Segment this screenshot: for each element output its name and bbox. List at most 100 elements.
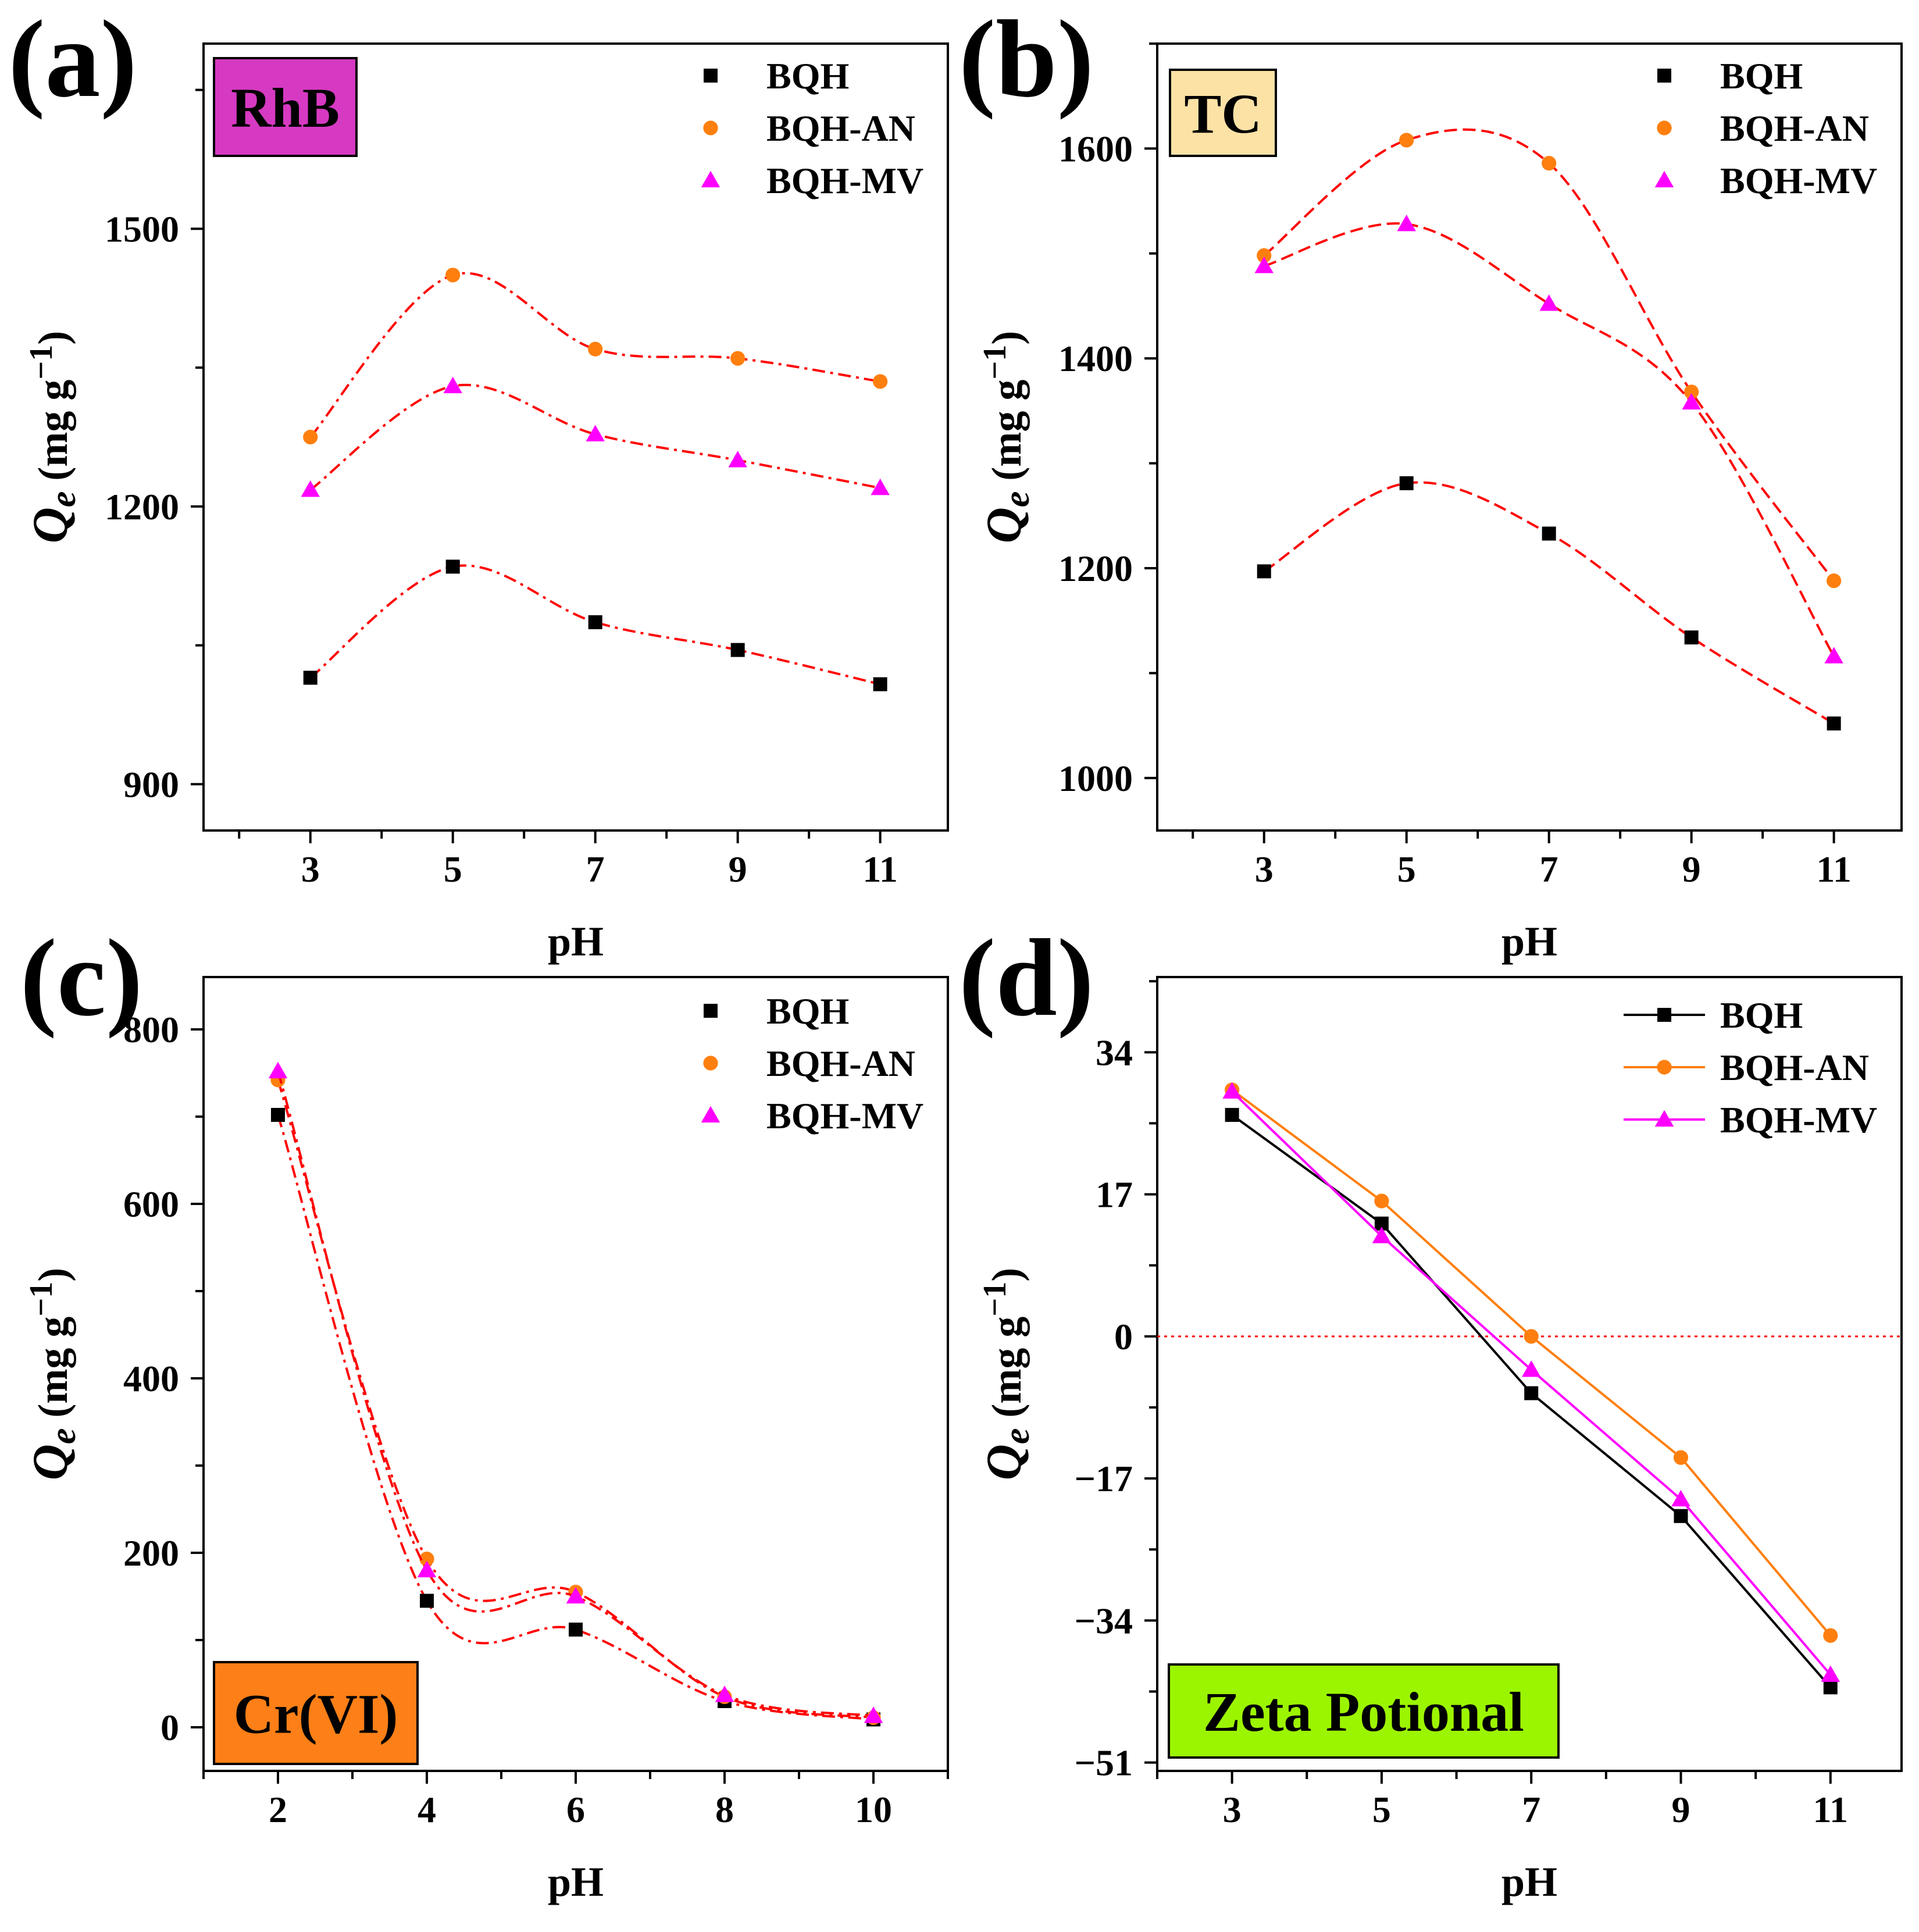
data-point-bqh-mv xyxy=(1222,1082,1242,1099)
data-point-bqh xyxy=(420,1594,434,1608)
y-axis-title-sub: e xyxy=(997,1428,1037,1445)
data-point-bqh-an xyxy=(1673,1450,1689,1465)
data-point-bqh-mv xyxy=(586,425,605,441)
legend: BQH BQH-AN BQH-MV xyxy=(1654,55,1877,201)
series-bqh-an xyxy=(303,268,888,445)
data-point-bqh-an xyxy=(588,341,603,357)
data-point-bqh-mv xyxy=(268,1061,288,1079)
analyte-label-background xyxy=(213,57,358,157)
data-point-bqh xyxy=(1542,526,1556,541)
y-tick-label: 17 xyxy=(1096,1174,1133,1215)
data-point-bqh xyxy=(1399,476,1414,490)
series-bqh xyxy=(271,1108,880,1727)
legend-marker xyxy=(704,69,718,83)
legend-marker xyxy=(703,1056,718,1071)
data-point-bqh-mv xyxy=(728,451,747,468)
x-tick-label: 5 xyxy=(1397,849,1416,890)
legend-label: BQH-MV xyxy=(766,1095,923,1136)
x-tick-label: 9 xyxy=(1682,849,1701,890)
data-point-bqh xyxy=(1524,1386,1539,1400)
data-point-bqh-an xyxy=(303,429,318,445)
panel-letter: (c) xyxy=(20,917,143,1039)
panel-letter: (b) xyxy=(959,0,1094,120)
y-tick-label: −34 xyxy=(1075,1600,1133,1641)
legend-label: BQH xyxy=(1720,994,1803,1036)
fit-curve xyxy=(1263,128,1835,582)
analyte-label-box: RhB xyxy=(213,57,358,157)
y-axis-title-sup: −1 xyxy=(23,345,59,380)
data-point-bqh-mv xyxy=(1522,1360,1541,1377)
data-point-bqh xyxy=(1827,716,1841,730)
y-axis-title-close: ) xyxy=(30,331,76,345)
y-axis-title: Qe (mg g−1) xyxy=(22,1268,83,1481)
legend-item: BQH xyxy=(704,990,849,1032)
legend-item: BQH-MV xyxy=(1624,1099,1877,1140)
y-axis-title-q: Q xyxy=(22,1444,78,1480)
y-axis-title-unit: (mg g xyxy=(30,1317,76,1428)
x-axis-title: pH xyxy=(1501,918,1557,965)
data-point-bqh-mv xyxy=(1539,294,1558,311)
data-point-bqh-an xyxy=(873,374,888,389)
y-tick-label: 1500 xyxy=(105,208,179,249)
data-point-bqh-mv xyxy=(1254,256,1274,273)
legend: BQH BQH-AN BQH-MV xyxy=(1624,994,1877,1140)
fit-curve xyxy=(1264,222,1835,657)
data-point-bqh xyxy=(303,671,318,685)
y-tick-label: 800 xyxy=(123,1009,179,1050)
panel-letter: (a) xyxy=(8,0,137,120)
series-bqh-mv xyxy=(1222,1082,1840,1682)
y-axis-title-unit: (mg g xyxy=(30,380,76,491)
y-tick-label: 0 xyxy=(1114,1316,1133,1357)
y-tick-label: −17 xyxy=(1075,1458,1133,1499)
series-line xyxy=(1231,1090,1832,1676)
legend-label: BQH xyxy=(766,55,849,97)
data-point-bqh-an xyxy=(445,268,461,283)
legend-marker xyxy=(704,1004,718,1018)
y-tick-label: 1400 xyxy=(1058,338,1133,379)
x-tick-label: 3 xyxy=(301,849,320,890)
legend-marker xyxy=(701,170,720,188)
legend-label: BQH-AN xyxy=(1720,1047,1869,1088)
analyte-label-background xyxy=(1169,69,1277,157)
x-tick-label: 9 xyxy=(1672,1789,1690,1830)
data-point-bqh-mv xyxy=(1821,1665,1840,1682)
data-point-bqh-mv xyxy=(417,1560,437,1578)
y-tick-label: 34 xyxy=(1096,1032,1133,1073)
y-axis-title-close: ) xyxy=(983,1268,1030,1282)
data-point-bqh-an xyxy=(1542,156,1557,171)
x-axis-title: pH xyxy=(1501,1859,1557,1905)
data-point-bqh-mv xyxy=(1671,1489,1690,1507)
legend-label: BQH-AN xyxy=(1720,108,1869,149)
analyte-label: Cr(VI) xyxy=(234,1683,398,1745)
legend-item: BQH-MV xyxy=(701,1095,923,1136)
plot-frame xyxy=(1156,42,1903,832)
data-point-bqh-an xyxy=(419,1551,434,1567)
x-tick-label: 11 xyxy=(1813,1789,1848,1830)
panel-d: Zeta Potional (d) 3 5 7 9 11 −51 −34 −17 0 17 34 pH Qe… xyxy=(959,917,1903,1905)
data-point-bqh-mv xyxy=(1372,1227,1392,1243)
legend-marker xyxy=(1657,69,1671,83)
data-point-bqh-an xyxy=(1823,1628,1838,1643)
legend-item: BQH xyxy=(1657,55,1803,97)
data-point-bqh-an xyxy=(1399,133,1414,148)
data-point-bqh-an xyxy=(1257,248,1272,263)
legend-marker xyxy=(701,1106,720,1123)
x-axis-title: pH xyxy=(548,918,604,965)
x-tick-label: 5 xyxy=(1372,1789,1391,1830)
series-bqh-mv xyxy=(268,1061,883,1723)
series-bqh-mv xyxy=(1254,215,1843,664)
analyte-label-box: TC xyxy=(1169,69,1277,157)
y-axis-title-sup: −1 xyxy=(977,1282,1013,1317)
data-point-bqh-an xyxy=(1827,573,1842,589)
legend-marker xyxy=(1654,1110,1674,1127)
series-bqh xyxy=(1225,1108,1838,1695)
series-line xyxy=(1231,1114,1832,1688)
y-tick-label: 1000 xyxy=(1058,758,1133,799)
x-tick-label: 4 xyxy=(418,1789,436,1830)
data-point-bqh xyxy=(1684,630,1699,645)
x-tick-label: 8 xyxy=(715,1789,734,1830)
data-point-bqh-an xyxy=(1524,1329,1539,1344)
legend-marker xyxy=(703,120,718,136)
